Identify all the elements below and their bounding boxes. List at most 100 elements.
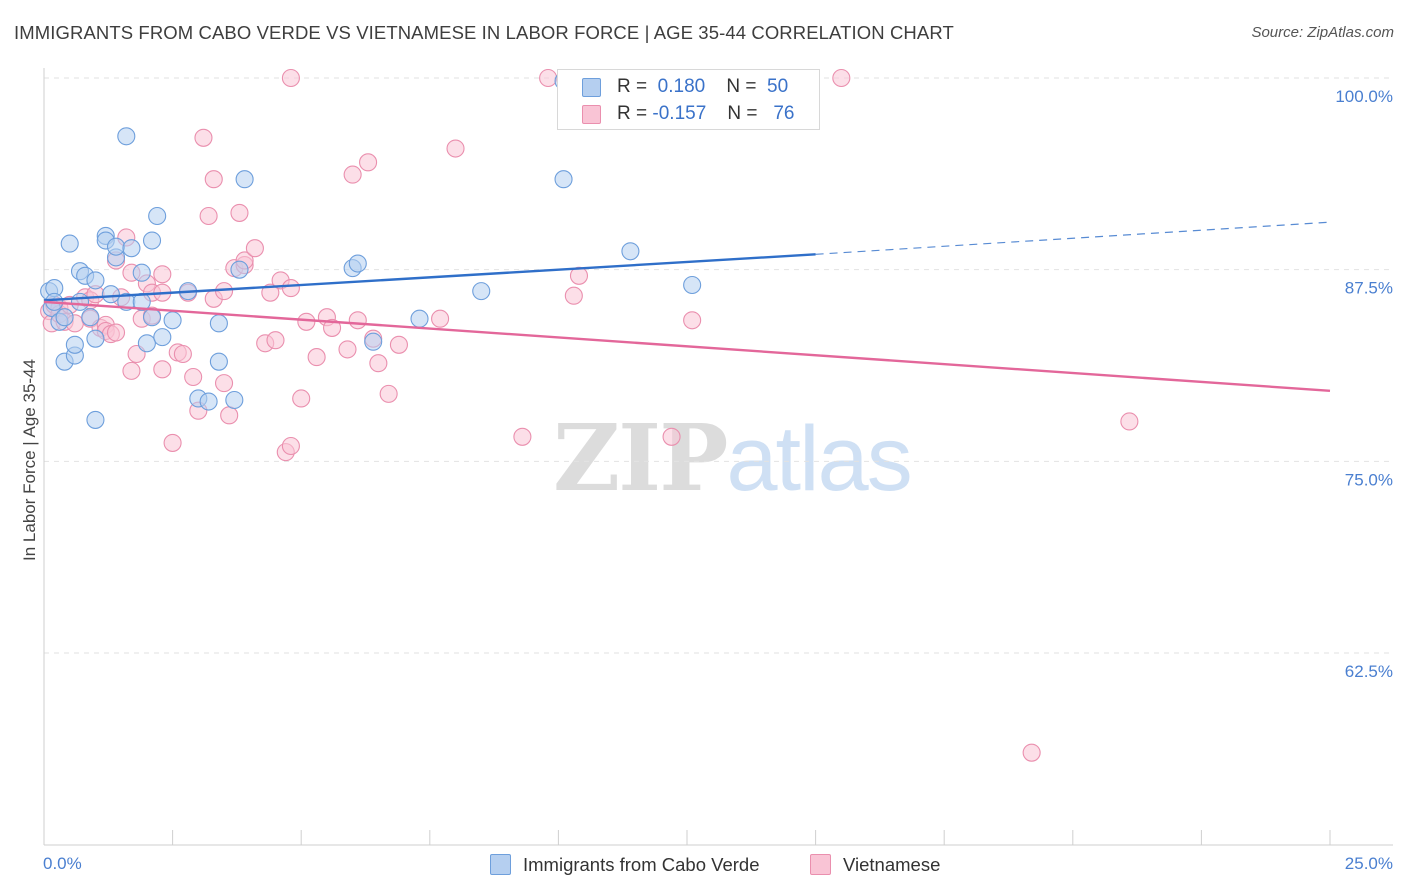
legend-n-value-2: 76	[773, 103, 795, 124]
point-vietnamese-73	[662, 427, 681, 446]
legend-text-2: R = -0.157 N = 76	[617, 103, 794, 125]
point-vietnamese-36	[194, 128, 213, 147]
point-vietnamese-67	[389, 335, 408, 354]
point-vietnamese-34	[184, 367, 203, 387]
legend-text-1: R = 0.180 N = 50	[617, 76, 788, 98]
point-vietnamese-59	[323, 318, 342, 337]
point-cabo-verde-21	[106, 237, 126, 256]
legend-swatch-blue	[582, 77, 601, 97]
point-cabo-verde-36	[209, 314, 228, 333]
bottom-legend-label-cabo-verde: Immigrants from Cabo Verde	[523, 854, 760, 875]
point-cabo-verde-35	[199, 392, 218, 411]
point-cabo-verde-28	[142, 308, 162, 327]
chart-title: IMMIGRANTS FROM CABO VERDE VS VIETNAMESE…	[14, 22, 954, 43]
point-cabo-verde-48	[621, 242, 640, 261]
point-vietnamese-63	[359, 153, 378, 172]
point-cabo-verde-13	[81, 308, 100, 327]
trendline-cabo-verde-extension	[815, 221, 1331, 255]
legend-r-value-2: -0.157	[652, 103, 707, 124]
trendline-cabo-verde	[43, 253, 816, 302]
point-vietnamese-29	[153, 360, 172, 379]
point-vietnamese-28	[153, 265, 172, 284]
legend-r-label-2: R =	[617, 103, 648, 124]
legend: R = 0.180 N = 50 R = -0.157 N = 76	[557, 69, 820, 130]
point-vietnamese-54	[281, 436, 300, 456]
point-cabo-verde-19	[101, 285, 120, 304]
point-cabo-verde-42	[348, 254, 367, 273]
point-cabo-verde-14	[86, 329, 105, 348]
y-tick-label-3: 100.0%	[1335, 87, 1393, 106]
point-vietnamese-70	[513, 427, 532, 446]
point-cabo-verde-6	[60, 234, 79, 253]
point-cabo-verde-24	[122, 239, 141, 258]
point-vietnamese-74	[683, 311, 702, 330]
point-cabo-verde-23	[117, 127, 136, 146]
y-tick-label-2: 87.5%	[1345, 279, 1393, 298]
point-vietnamese-53	[281, 279, 300, 298]
point-vietnamese-65	[369, 354, 388, 373]
legend-n-label-1: N =	[726, 76, 757, 97]
bottom-legend: Immigrants from Cabo Verde Vietnamese	[0, 852, 1406, 878]
legend-r-label-1: R =	[617, 76, 648, 97]
point-vietnamese-32	[173, 344, 192, 364]
point-vietnamese-17	[106, 323, 126, 342]
point-cabo-verde-37	[209, 352, 228, 371]
legend-swatch-pink	[582, 104, 601, 124]
data-points	[40, 68, 1139, 762]
legend-r-value-1: 0.180	[657, 76, 706, 97]
point-vietnamese-47	[245, 239, 264, 258]
point-cabo-verde-4	[55, 308, 74, 327]
source-label: Source: ZipAtlas.com	[1251, 24, 1394, 41]
point-cabo-verde-32	[163, 311, 182, 330]
point-vietnamese-68	[431, 309, 450, 328]
point-cabo-verde-27	[137, 334, 156, 353]
point-cabo-verde-26	[132, 263, 151, 282]
point-cabo-verde-9	[70, 292, 90, 311]
watermark: ZIPatlas	[553, 404, 913, 512]
point-cabo-verde-30	[148, 206, 167, 226]
bottom-legend-swatch-pink	[810, 854, 831, 875]
point-cabo-verde-44	[410, 309, 429, 328]
point-cabo-verde-15	[86, 410, 105, 429]
point-vietnamese-69	[446, 139, 465, 158]
point-vietnamese-55	[292, 389, 311, 408]
point-cabo-verde-40	[235, 170, 254, 189]
point-vietnamese-71	[564, 286, 583, 305]
y-axis-title: In Labor Force | Age 35-44	[20, 359, 39, 561]
point-vietnamese-66	[379, 384, 398, 403]
point-vietnamese-79	[539, 68, 558, 88]
point-cabo-verde-47	[554, 170, 573, 189]
point-vietnamese-37	[199, 206, 218, 226]
point-vietnamese-75	[1022, 743, 1041, 762]
point-vietnamese-44	[230, 203, 249, 222]
axes	[43, 68, 1393, 846]
legend-n-label-2: N =	[727, 103, 758, 124]
point-vietnamese-50	[266, 331, 285, 350]
y-tick-label-0: 62.5%	[1345, 662, 1393, 681]
point-vietnamese-42	[220, 406, 239, 425]
point-vietnamese-77	[832, 68, 851, 88]
point-cabo-verde-49	[683, 275, 702, 295]
point-cabo-verde-39	[230, 260, 249, 279]
point-cabo-verde-38	[225, 390, 244, 410]
point-vietnamese-61	[343, 165, 362, 184]
point-vietnamese-78	[281, 68, 300, 88]
x-tick-left: 0.0%	[43, 854, 82, 873]
point-vietnamese-30	[163, 433, 182, 452]
y-tick-label-1: 75.0%	[1345, 470, 1393, 489]
bottom-legend-label-vietnamese: Vietnamese	[843, 854, 941, 875]
point-vietnamese-60	[338, 340, 357, 359]
point-vietnamese-49	[261, 283, 280, 302]
trend-lines	[43, 221, 1331, 392]
point-vietnamese-57	[307, 348, 326, 367]
point-cabo-verde-43	[364, 332, 383, 351]
bottom-legend-swatch-blue	[490, 854, 511, 875]
point-vietnamese-39	[204, 170, 223, 189]
x-tick-right: 25.0%	[1345, 854, 1393, 873]
point-cabo-verde-31	[153, 328, 172, 347]
watermark-zip: ZIP	[553, 404, 728, 512]
trendline-vietnamese	[43, 300, 1331, 392]
point-vietnamese-76	[1120, 412, 1139, 431]
point-cabo-verde-16	[86, 271, 105, 290]
